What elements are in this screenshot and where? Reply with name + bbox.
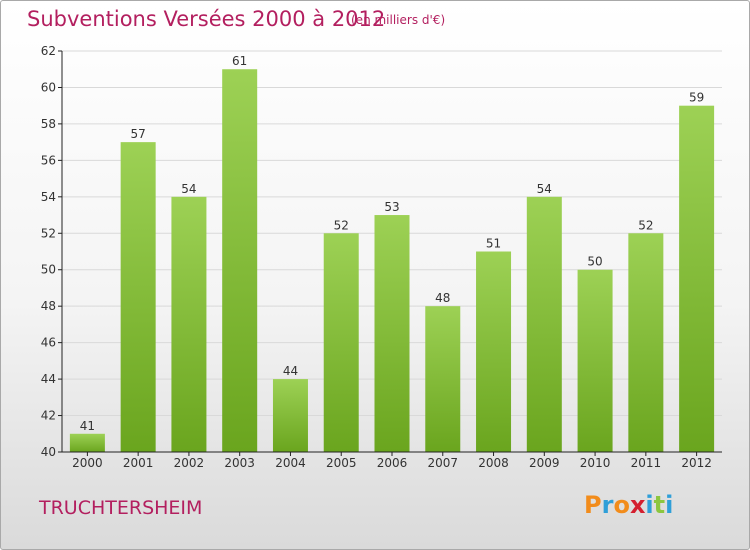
- data-label-2012: 59: [689, 91, 704, 105]
- axes: [58, 50, 722, 456]
- logo-letter: t: [653, 491, 666, 519]
- data-label-2002: 54: [181, 182, 196, 196]
- y-tick-label-44: 44: [41, 372, 56, 386]
- logo-letter: o: [613, 491, 630, 519]
- bar-2009: [526, 196, 562, 452]
- data-label-2008: 51: [486, 237, 501, 251]
- x-tick-label-2011: 2011: [631, 456, 662, 470]
- y-tick-label-48: 48: [41, 299, 56, 313]
- data-label-2004: 44: [283, 364, 298, 378]
- bars: [69, 69, 715, 453]
- bar-2012: [679, 105, 715, 452]
- bar-2008: [476, 251, 512, 452]
- data-label-2007: 48: [435, 291, 450, 305]
- x-tick-label-2006: 2006: [377, 456, 408, 470]
- y-tick-label-54: 54: [41, 190, 56, 204]
- labels: 40 42 44 46 48 50 52 54 56 58 60 62 41 2000 57 2001 54 20…: [41, 44, 712, 470]
- data-label-2001: 57: [131, 127, 146, 141]
- logo-letter: x: [629, 491, 646, 519]
- y-tick-label-52: 52: [41, 226, 56, 240]
- data-label-2000: 41: [80, 419, 95, 433]
- data-label-2006: 53: [384, 200, 399, 214]
- x-tick-label-2003: 2003: [224, 456, 255, 470]
- x-tick-label-2000: 2000: [72, 456, 103, 470]
- x-tick-label-2001: 2001: [123, 456, 154, 470]
- bar-2005: [323, 233, 359, 452]
- x-tick-label-2007: 2007: [427, 456, 458, 470]
- bar-2002: [171, 196, 207, 452]
- logo-letter: r: [601, 491, 614, 519]
- x-tick-label-2008: 2008: [478, 456, 509, 470]
- bar-2011: [628, 233, 664, 452]
- x-tick-label-2004: 2004: [275, 456, 306, 470]
- y-tick-label-42: 42: [41, 409, 56, 423]
- bar-2010: [577, 269, 613, 452]
- bar-2000: [69, 433, 105, 452]
- logo-letter: i: [665, 491, 674, 519]
- bar-2004: [272, 379, 308, 452]
- chart-title: Subventions Versées 2000 à 2012: [27, 7, 386, 31]
- proxiti-logo: Proxiti: [584, 491, 673, 519]
- y-tick-label-60: 60: [41, 80, 56, 94]
- y-tick-label-40: 40: [41, 445, 56, 459]
- bar-2003: [222, 69, 258, 453]
- chart-subtitle: (en milliers d'€): [351, 13, 446, 27]
- data-label-2009: 54: [537, 182, 552, 196]
- commune-name: TRUCHTERSHEIM: [39, 497, 203, 519]
- x-tick-label-2010: 2010: [580, 456, 611, 470]
- y-tick-label-56: 56: [41, 153, 56, 167]
- x-tick-label-2005: 2005: [326, 456, 357, 470]
- data-label-2005: 52: [334, 218, 349, 232]
- y-tick-label-62: 62: [41, 44, 56, 58]
- bar-2001: [120, 142, 156, 453]
- logo-letter: P: [584, 491, 602, 519]
- x-tick-label-2009: 2009: [529, 456, 560, 470]
- logo-letter: i: [645, 491, 654, 519]
- data-label-2010: 50: [587, 255, 602, 269]
- data-label-2003: 61: [232, 54, 247, 68]
- data-label-2011: 52: [638, 218, 653, 232]
- y-tick-label-50: 50: [41, 263, 56, 277]
- y-tick-label-46: 46: [41, 336, 56, 350]
- bar-2006: [374, 215, 410, 452]
- x-tick-label-2012: 2012: [681, 456, 712, 470]
- bar-2007: [425, 306, 461, 452]
- x-tick-label-2002: 2002: [174, 456, 205, 470]
- y-tick-label-58: 58: [41, 117, 56, 131]
